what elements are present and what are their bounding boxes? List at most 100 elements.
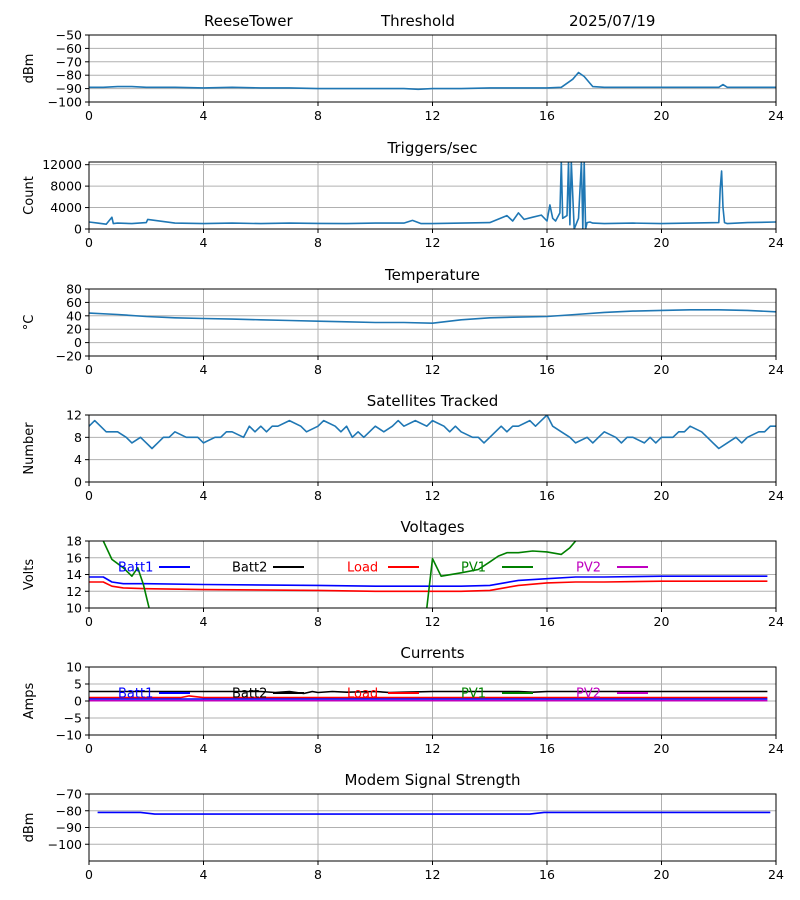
y-tick-label: 14 [66,567,82,582]
x-tick-label: 12 [425,741,441,756]
y-tick-label: −70 [56,54,82,69]
y-tick-label: 16 [66,550,82,565]
y-tick-label: 8000 [50,179,82,194]
panel-title: Triggers/sec [387,139,478,157]
plot-frame [88,288,777,357]
x-tick-label: 12 [425,614,441,629]
x-tick-label: 0 [85,235,93,250]
x-tick-label: 4 [200,614,208,629]
x-tick-label: 20 [654,614,670,629]
y-axis-label: dBm [22,54,37,84]
y-axis-label: Number [22,422,37,475]
y-axis-label: dBm [22,813,37,843]
x-tick-label: 16 [539,741,555,756]
y-tick-label: 0 [74,694,82,709]
x-tick-label: 20 [654,362,670,377]
x-tick-label: 8 [314,614,322,629]
panel-title: Modem Signal Strength [345,771,521,789]
series-line-pv1 [102,541,151,608]
y-tick-label: 40 [66,308,82,323]
legend-label-pv2: PV2 [576,561,601,576]
chart-panel-1: 0 4 8 12 16 20 24 −100−90−80−70−60−50 dBm [22,28,784,124]
x-tick-label: 0 [85,108,93,123]
plot-frame [88,540,777,609]
y-tick-label: −70 [56,787,82,802]
panel-title: Currents [400,644,464,662]
legend-label-batt2: Batt2 [232,687,267,702]
x-tick-label: 12 [425,108,441,123]
x-tick-label: 16 [539,108,555,123]
y-tick-label: −80 [56,803,82,818]
y-tick-label: −50 [56,28,82,43]
x-tick-label: 0 [85,488,93,503]
y-tick-label: 12 [66,584,82,599]
x-tick-label: 12 [425,235,441,250]
panel-title: Voltages [400,518,464,536]
y-tick-label: −5 [64,711,82,726]
x-tick-label: 8 [314,108,322,123]
mode-label: Threshold [381,12,455,30]
x-tick-label: 0 [85,614,93,629]
x-tick-label: 24 [768,108,784,123]
y-tick-label: −100 [48,837,82,852]
station-name: ReeseTower [204,12,293,30]
y-axis-label: Volts [22,559,37,591]
y-tick-label: 20 [66,322,82,337]
y-tick-label: 60 [66,295,82,310]
y-tick-label: −90 [56,81,82,96]
y-axis-label: Amps [22,682,37,719]
x-tick-label: 24 [768,235,784,250]
x-tick-label: 16 [539,488,555,503]
y-tick-label: −10 [56,728,82,743]
y-tick-label: −60 [56,41,82,56]
legend-label-batt1: Batt1 [118,561,153,576]
x-tick-label: 24 [768,741,784,756]
legend-label-pv1: PV1 [461,561,486,576]
y-tick-label: 18 [66,534,82,549]
y-tick-label: 80 [66,282,82,297]
x-tick-label: 20 [654,235,670,250]
x-tick-label: 24 [768,362,784,377]
plot-frame [88,414,777,483]
y-tick-label: 8 [74,430,82,445]
x-tick-label: 16 [539,614,555,629]
x-tick-label: 8 [314,235,322,250]
legend-label-batt1: Batt1 [118,687,153,702]
legend-label-pv1: PV1 [461,687,486,702]
y-tick-label: 5 [74,677,82,692]
y-tick-label: −20 [56,349,82,364]
series-line-batt1 [89,575,768,588]
x-tick-label: 8 [314,488,322,503]
x-tick-label: 4 [200,235,208,250]
x-tick-label: 20 [654,108,670,123]
x-tick-label: 12 [425,362,441,377]
x-tick-label: 8 [314,867,322,882]
panel-title: Satellites Tracked [367,392,498,410]
legend-label-load: Load [347,561,378,576]
series-line-1 [89,308,776,325]
x-tick-label: 12 [425,867,441,882]
y-tick-label: −90 [56,820,82,835]
y-tick-label: 0 [74,475,82,490]
x-tick-label: 24 [768,867,784,882]
x-tick-label: 24 [768,614,784,629]
y-tick-label: 4 [74,452,82,467]
y-tick-label: −100 [48,95,82,110]
x-tick-label: 24 [768,488,784,503]
x-tick-label: 0 [85,362,93,377]
x-tick-label: 20 [654,488,670,503]
y-tick-label: 0 [74,222,82,237]
plot-frame [88,666,777,736]
x-tick-label: 4 [200,108,208,123]
y-tick-label: 12 [66,408,82,423]
series-line-load [89,695,768,699]
x-tick-label: 4 [200,362,208,377]
y-tick-label: 10 [66,601,82,616]
y-tick-label: 0 [74,335,82,350]
series-line-1 [89,415,776,450]
y-axis-label: °C [22,315,37,331]
series-line-batt2 [89,690,768,695]
x-tick-label: 0 [85,867,93,882]
chart-panel-7: 0 4 8 12 16 20 24 −100 −90 −80−70 Modem Signal Str… [22,771,784,882]
